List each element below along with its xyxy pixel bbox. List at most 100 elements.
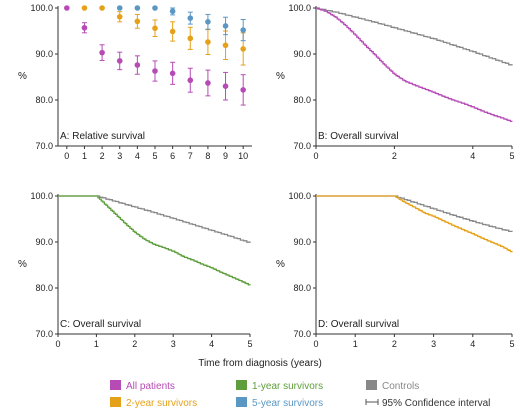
- x-tick-label: 1: [82, 151, 87, 161]
- legend-label: Controls: [382, 381, 419, 392]
- series-five_year: [116, 5, 246, 42]
- y-tick-label: 100.0: [30, 3, 53, 13]
- legend-item-controls: Controls: [366, 380, 419, 392]
- y-tick-label: 100.0: [288, 191, 311, 201]
- series-line-all_patients: [316, 7, 513, 123]
- legend-swatch: [110, 397, 121, 407]
- x-tick-label: 2: [100, 151, 105, 161]
- series-line-controls: [316, 7, 513, 66]
- x-tick-label: 0: [313, 339, 318, 349]
- y-tick-label: 90.0: [293, 49, 311, 59]
- legend: All patients 1-year survivors Controls 2-ye…: [110, 380, 490, 409]
- data-point: [116, 13, 123, 20]
- legend-label: All patients: [126, 381, 175, 392]
- y-tick-label: 80.0: [293, 95, 311, 105]
- x-tick-label: 2: [132, 339, 137, 349]
- legend-swatch: [236, 397, 247, 407]
- data-point: [240, 87, 246, 93]
- y-axis-label: %: [18, 71, 27, 82]
- x-tick-label: 0: [313, 151, 318, 161]
- x-tick-label: 0: [64, 151, 69, 161]
- data-point: [169, 8, 176, 15]
- y-tick-label: 80.0: [293, 283, 311, 293]
- panel-title: A: Relative survival: [60, 131, 145, 142]
- x-tick-label: 3: [117, 151, 122, 161]
- legend-swatch: [366, 380, 377, 390]
- y-tick-label: 90.0: [35, 49, 53, 59]
- legend-item-two_year: 2-year survivors: [110, 397, 197, 409]
- series-line-controls: [58, 195, 251, 243]
- y-tick-label: 70.0: [293, 329, 311, 339]
- x-tick-label: 9: [223, 151, 228, 161]
- x-tick-label: 4: [470, 339, 475, 349]
- x-tick-label: 8: [205, 151, 210, 161]
- panel-title: D: Overall survival: [318, 319, 399, 330]
- data-point: [240, 27, 246, 33]
- panel-a: 70.0 80.0 90.0 100.0 0 1 2 3 4 5 6 7 8 9 10% A: Relativ…: [18, 3, 252, 161]
- y-tick-label: 80.0: [35, 283, 53, 293]
- data-point: [99, 49, 105, 56]
- x-tick-label: 5: [509, 339, 514, 349]
- data-point: [205, 39, 211, 45]
- legend-item-one_year: 1-year survivors: [236, 380, 323, 392]
- legend-item-all_patients: All patients: [110, 380, 175, 392]
- y-tick-label: 90.0: [293, 237, 311, 247]
- x-tick-label: 4: [135, 151, 140, 161]
- y-axis-label: %: [18, 259, 27, 270]
- legend-swatch: [110, 380, 121, 390]
- legend-item-five_year: 5-year survivors: [236, 397, 323, 409]
- panel-title: C: Overall survival: [60, 319, 141, 330]
- x-tick-label: 5: [509, 151, 514, 161]
- data-point: [187, 15, 194, 21]
- legend-label: 2-year survivors: [126, 398, 197, 409]
- panel-d: 70.0 80.0 90.0 100.0 0 1 2 3 4 5% D: Overall survi…: [276, 191, 515, 349]
- legend-swatch: [236, 380, 247, 390]
- data-point: [187, 77, 194, 84]
- data-point: [116, 58, 123, 64]
- data-point: [222, 23, 229, 29]
- x-tick-label: 0: [55, 339, 60, 349]
- legend-label: 5-year survivors: [252, 398, 323, 409]
- x-tick-label: 6: [170, 151, 175, 161]
- x-tick-label: 10: [238, 151, 248, 161]
- x-tick-label: 3: [171, 339, 176, 349]
- x-tick-label: 5: [247, 339, 252, 349]
- x-tick-label: 5: [152, 151, 157, 161]
- legend-label: 1-year survivors: [252, 381, 323, 392]
- legend-item-ci: 95% Confidence interval: [365, 398, 490, 409]
- data-point: [205, 80, 211, 86]
- series-line-controls: [316, 195, 513, 233]
- data-point: [169, 28, 176, 35]
- data-point: [222, 83, 229, 89]
- data-point: [152, 25, 158, 32]
- data-point: [222, 42, 229, 49]
- x-tick-label: 7: [188, 151, 193, 161]
- y-tick-label: 100.0: [288, 3, 311, 13]
- series-line-one_year: [58, 195, 251, 286]
- series-two_year: [81, 5, 246, 66]
- y-tick-label: 100.0: [30, 191, 53, 201]
- y-axis-label: %: [276, 71, 285, 82]
- x-tick-label: 1: [353, 339, 358, 349]
- x-tick-label: 3: [431, 339, 436, 349]
- data-point: [187, 35, 194, 42]
- y-tick-label: 80.0: [35, 95, 53, 105]
- data-point: [134, 62, 141, 68]
- data-point: [205, 19, 211, 25]
- x-tick-label: 4: [470, 151, 475, 161]
- y-tick-label: 90.0: [35, 237, 53, 247]
- data-point: [169, 70, 176, 77]
- y-tick-label: 70.0: [35, 329, 53, 339]
- x-tick-label: 1: [94, 339, 99, 349]
- y-tick-label: 70.0: [35, 141, 53, 151]
- legend-label: 95% Confidence interval: [382, 398, 490, 409]
- data-point: [134, 5, 141, 11]
- x-tick-label: 4: [209, 339, 214, 349]
- x-axis-title: Time from diagnosis (years): [198, 358, 322, 369]
- series-all_patients: [64, 5, 246, 106]
- data-point: [116, 5, 123, 11]
- data-point: [64, 5, 70, 11]
- x-tick-label: 2: [392, 339, 397, 349]
